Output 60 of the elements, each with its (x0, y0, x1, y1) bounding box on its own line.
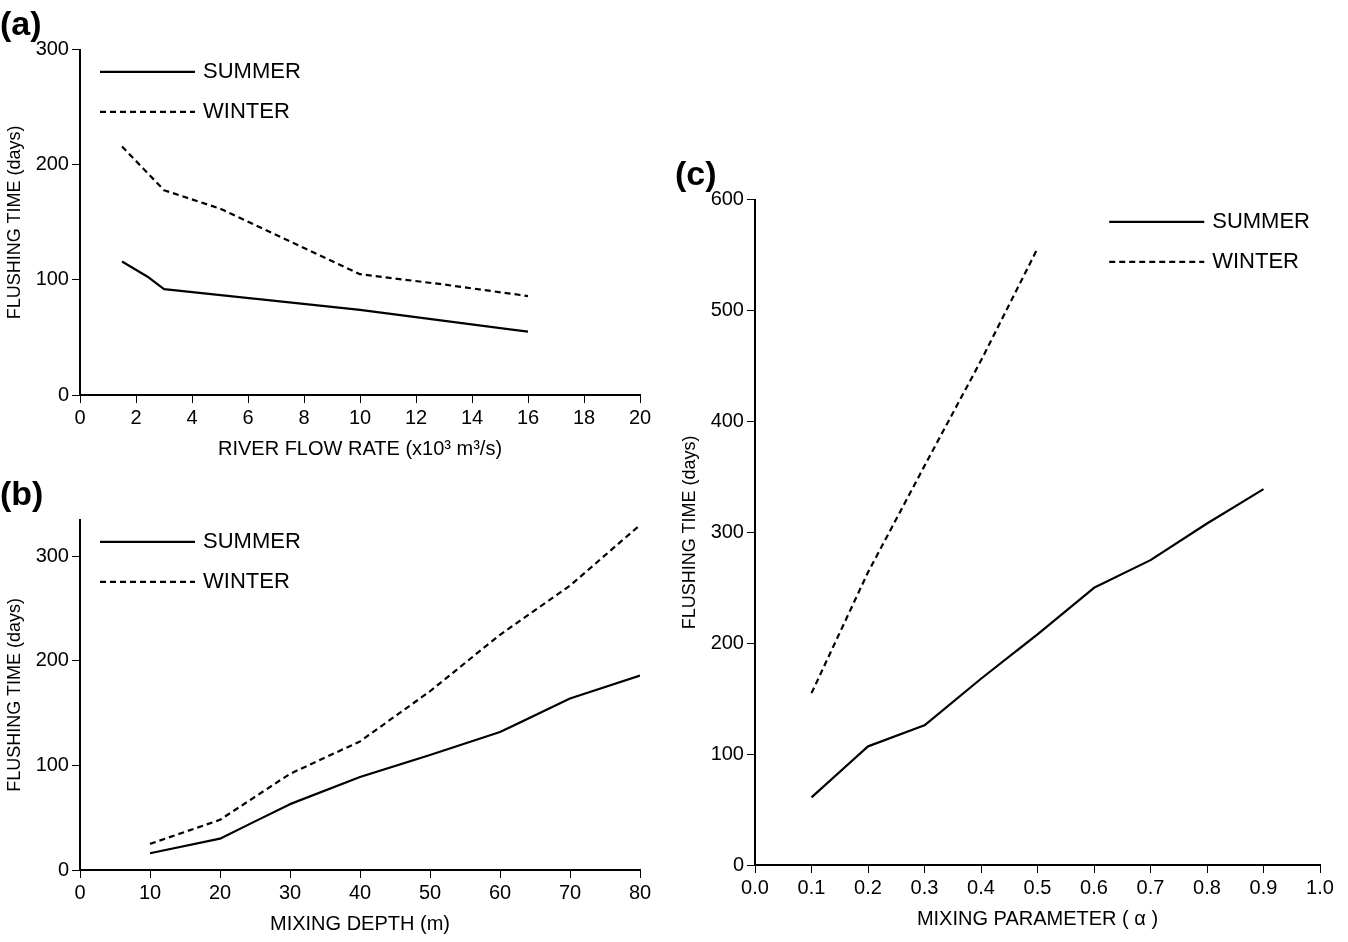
y-tick-label: 0 (57, 857, 69, 880)
x-tick-label: 0.0 (741, 875, 769, 898)
x-tick-label: 10 (348, 405, 372, 428)
line-series (120, 145, 530, 298)
chart-title: (c) (675, 153, 717, 192)
y-tick-label: 100 (35, 752, 69, 775)
x-tick-label: 16 (516, 405, 540, 428)
x-tick-label: 60 (488, 880, 512, 903)
x-tick-label: 0.9 (1249, 875, 1278, 898)
x-tick-label: 0 (74, 880, 86, 903)
x-tick-label: 30 (278, 880, 302, 903)
x-tick-label: 6 (242, 405, 254, 428)
y-tick-label: 100 (35, 267, 69, 290)
x-axis-title: RIVER FLOW RATE (x10³ m³/s) (217, 436, 503, 459)
x-tick-label: 0.7 (1136, 875, 1165, 898)
x-tick-label: 1.0 (1306, 875, 1334, 898)
x-tick-label: 8 (298, 405, 310, 428)
x-tick-label: 12 (404, 405, 428, 428)
x-tick-label: 4 (186, 405, 198, 428)
legend-label: SUMMER (1212, 207, 1311, 233)
x-tick-label: 2 (130, 405, 142, 428)
chart-title: (a) (0, 3, 42, 42)
x-tick-label: 18 (572, 405, 596, 428)
x-tick-label: 50 (418, 880, 442, 903)
x-tick-label: 0.5 (1023, 875, 1052, 898)
y-tick-label: 300 (35, 543, 69, 566)
x-tick-label: 0.4 (967, 875, 995, 898)
y-tick-label: 0 (732, 852, 744, 875)
y-tick-label: 500 (710, 298, 744, 321)
x-tick-label: 20 (208, 880, 232, 903)
legend-label: SUMMER (203, 527, 301, 553)
x-tick-label: 0.6 (1080, 875, 1108, 898)
y-tick-label: 200 (35, 152, 69, 175)
x-tick-label: 0.1 (797, 875, 826, 898)
x-axis-title: MIXING DEPTH (m) (270, 911, 450, 934)
y-tick-label: 100 (710, 741, 744, 764)
x-tick-label: 0.8 (1193, 875, 1221, 898)
y-tick-label: 200 (35, 648, 69, 671)
legend-label: WINTER (203, 567, 290, 593)
y-tick-label: 300 (710, 519, 744, 542)
legend-label: SUMMER (203, 57, 301, 83)
y-tick-label: 400 (710, 409, 744, 432)
x-tick-label: 0.2 (854, 875, 882, 898)
x-tick-label: 0.3 (910, 875, 939, 898)
x-tick-label: 0 (74, 405, 86, 428)
legend-label: WINTER (1212, 247, 1299, 273)
x-tick-label: 40 (348, 880, 372, 903)
x-tick-label: 14 (460, 405, 484, 428)
y-tick-label: 200 (710, 630, 744, 653)
y-axis-title: FLUSHING TIME (days) (3, 125, 24, 320)
x-tick-label: 70 (558, 880, 582, 903)
y-axis-title: FLUSHING TIME (days) (678, 435, 699, 630)
x-tick-label: 20 (628, 405, 652, 428)
x-axis-title: MIXING PARAMETER ( α ) (916, 906, 1159, 929)
x-tick-label: 10 (138, 880, 162, 903)
y-axis-title: FLUSHING TIME (days) (3, 598, 24, 792)
x-tick-label: 80 (628, 880, 652, 903)
y-tick-label: 0 (57, 382, 69, 405)
legend-label: WINTER (203, 97, 290, 123)
chart-title: (b) (0, 473, 44, 512)
